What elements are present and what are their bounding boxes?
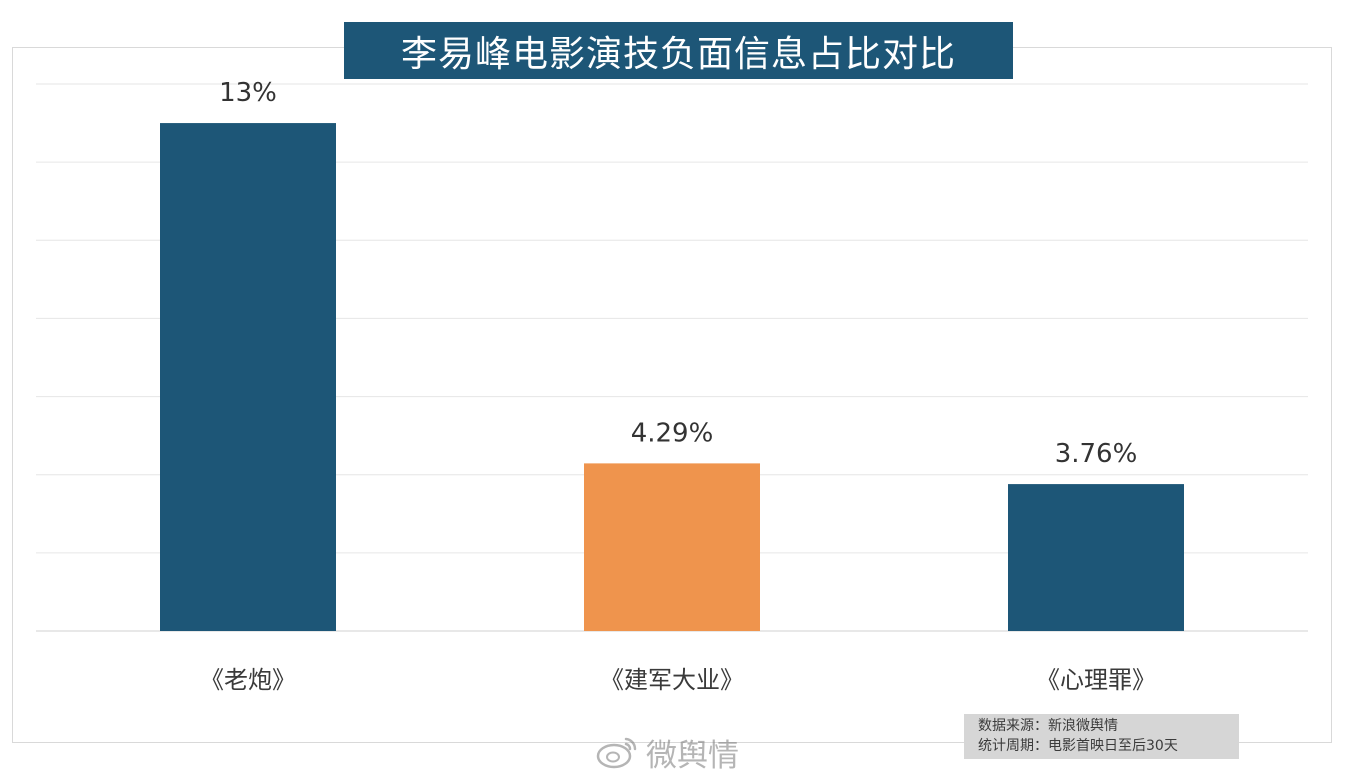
bars [160, 123, 1184, 632]
chart-title: 李易峰电影演技负面信息占比对比 [344, 22, 1013, 79]
watermark: 微舆情 [596, 730, 739, 774]
bar-3 [1008, 484, 1184, 631]
value-label-3: 3.76% [1055, 439, 1138, 469]
category-label-1: 《老炮》 [200, 666, 296, 694]
category-label-2: 《建军大业》 [600, 666, 744, 694]
source-line-1: 数据来源：新浪微舆情 [978, 718, 1118, 734]
category-labels: 《老炮》 《建军大业》 《心理罪》 [200, 666, 1156, 694]
value-label-2: 4.29% [631, 418, 714, 448]
source-note: 数据来源：新浪微舆情 统计周期：电影首映日至后30天 [964, 714, 1239, 759]
source-line-2: 统计周期：电影首映日至后30天 [978, 738, 1178, 754]
category-label-3: 《心理罪》 [1036, 666, 1156, 694]
weibo-logo-icon [596, 737, 637, 769]
value-labels: 13% 4.29% 3.76% [219, 78, 1137, 469]
watermark-text: 微舆情 [646, 737, 739, 774]
bar-2 [584, 463, 760, 631]
bar-1 [160, 123, 336, 632]
value-label-1: 13% [219, 78, 277, 108]
